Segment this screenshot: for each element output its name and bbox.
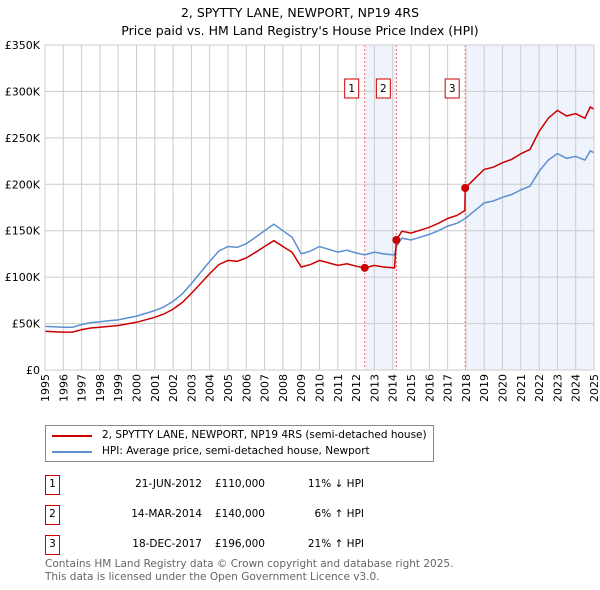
sale-badge: 1 <box>45 475 60 495</box>
chart-title: 2, SPYTTY LANE, NEWPORT, NP19 4RS <box>181 5 419 20</box>
sale-label-box <box>344 78 360 99</box>
x-tick-label: 1995 <box>39 374 52 402</box>
x-tick-label: 2018 <box>460 374 473 402</box>
legend-item-property: 2, SPYTTY LANE, NEWPORT, NP19 4RS (semi-… <box>52 429 427 442</box>
x-tick-label: 2006 <box>240 374 253 402</box>
x-tick-label: 2019 <box>478 374 491 402</box>
x-tick-label: 2004 <box>204 374 217 402</box>
x-tick-label: 2005 <box>222 374 235 402</box>
x-tick-label: 2011 <box>332 374 345 402</box>
sale-date: 14-MAR-2014 <box>131 508 202 520</box>
y-tick-label: £100K <box>5 271 41 284</box>
x-tick-label: 2013 <box>368 374 381 402</box>
sale-point <box>461 184 470 192</box>
y-tick-label: £300K <box>5 85 41 98</box>
x-tick-label: 2001 <box>149 374 162 402</box>
y-tick-label: £0 <box>26 364 40 377</box>
property-line <box>44 105 595 333</box>
table-row: 1 21-JUN-2012 £110,000 11% ↓ HPI <box>45 475 445 495</box>
sale-point <box>360 263 369 272</box>
x-tick-label: 2015 <box>405 374 418 402</box>
sale-badge: 2 <box>45 505 60 525</box>
sale-price: £140,000 <box>214 508 265 520</box>
x-tick-label: 2002 <box>167 374 180 402</box>
legend-label: 2, SPYTTY LANE, NEWPORT, NP19 4RS (semi-… <box>102 429 427 441</box>
footer-line: This data is licensed under the Open Gov… <box>45 571 380 583</box>
x-tick-label: 2012 <box>350 374 363 402</box>
sale-label-box <box>444 78 460 99</box>
sale-hpi: 6% ↑ HPI <box>314 508 364 520</box>
footer-line: Contains HM Land Registry data © Crown c… <box>45 558 454 570</box>
y-tick-label: £50K <box>12 318 41 331</box>
sale-label-box <box>375 78 391 99</box>
table-row: 3 18-DEC-2017 £196,000 21% ↑ HPI <box>45 535 445 555</box>
x-tick-label: 2024 <box>570 374 583 402</box>
legend: 2, SPYTTY LANE, NEWPORT, NP19 4RS (semi-… <box>45 425 434 462</box>
sale-point <box>392 236 401 244</box>
footer: Contains HM Land Registry data © Crown c… <box>45 558 453 584</box>
hpi-line <box>44 149 595 329</box>
sale-price: £110,000 <box>214 478 265 490</box>
legend-swatch-red <box>52 434 92 437</box>
chart-subtitle: Price paid vs. HM Land Registry's House … <box>121 23 478 38</box>
y-tick-label: £250K <box>5 132 41 145</box>
y-tick-label: £200K <box>5 178 41 191</box>
x-tick-label: 2016 <box>423 374 436 402</box>
x-tick-label: 2020 <box>497 374 510 402</box>
x-tick-label: 2023 <box>551 374 564 402</box>
legend-item-hpi: HPI: Average price, semi-detached house,… <box>52 445 370 458</box>
x-tick-label: 2022 <box>533 374 546 402</box>
sale-label: 1 <box>348 83 355 95</box>
y-tick-label: £350K <box>5 39 41 52</box>
sale-date: 21-JUN-2012 <box>135 478 202 490</box>
price-chart: 2, SPYTTY LANE, NEWPORT, NP19 4RS Price … <box>5 5 600 402</box>
x-tick-label: 2017 <box>442 374 455 402</box>
shaded-region <box>465 45 594 370</box>
legend-label: HPI: Average price, semi-detached house,… <box>102 445 370 457</box>
sale-hpi: 11% ↓ HPI <box>307 478 364 490</box>
x-tick-label: 2009 <box>295 374 308 402</box>
legend-swatch-blue <box>52 450 92 453</box>
x-tick-label: 1999 <box>112 374 125 402</box>
plot-frame <box>44 44 595 371</box>
x-tick-label: 2000 <box>131 374 144 402</box>
x-tick-label: 2003 <box>185 374 198 402</box>
x-tick-label: 1996 <box>57 374 70 402</box>
x-tick-label: 2008 <box>277 374 290 402</box>
sale-label: 3 <box>449 83 456 95</box>
x-tick-label: 2014 <box>387 374 400 402</box>
sale-badge: 3 <box>45 535 60 555</box>
table-row: 2 14-MAR-2014 £140,000 6% ↑ HPI <box>45 505 445 525</box>
x-tick-label: 2021 <box>515 374 528 402</box>
x-tick-label: 2007 <box>259 374 272 402</box>
sale-hpi: 21% ↑ HPI <box>307 538 364 550</box>
shaded-region <box>364 45 397 370</box>
x-tick-label: 2025 <box>588 374 600 402</box>
x-tick-label: 1998 <box>94 374 107 402</box>
sale-price: £196,000 <box>214 538 265 550</box>
sale-label: 2 <box>380 83 387 95</box>
sale-date: 18-DEC-2017 <box>132 538 202 550</box>
x-tick-label: 1997 <box>76 374 89 402</box>
x-tick-label: 2010 <box>314 374 327 402</box>
y-tick-label: £150K <box>5 225 41 238</box>
